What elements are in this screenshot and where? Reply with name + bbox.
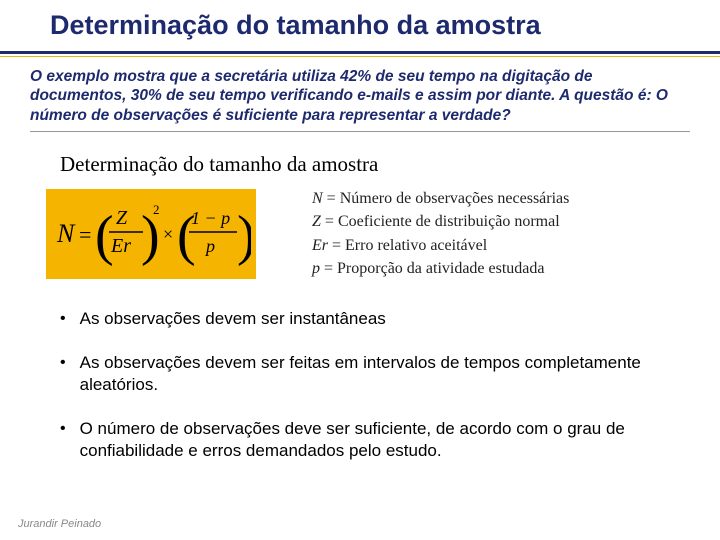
slide: Determinação do tamanho da amostra O exe…	[0, 0, 720, 540]
definition-row: N = Número de observações necessárias	[312, 187, 569, 210]
bullet-text: As observações devem ser instantâneas	[80, 308, 386, 330]
definition-var: N	[312, 190, 323, 207]
formula-exponent: 2	[153, 202, 160, 217]
intro-wrap: O exemplo mostra que a secretária utiliz…	[0, 57, 720, 138]
definitions-list: N = Número de observações necessárias Z …	[312, 187, 569, 280]
definition-row: p = Proporção da atividade estudada	[312, 257, 569, 280]
formula-svg: N = ( ) Z Er 2 × ( ) 1 − p p	[51, 194, 251, 274]
title-wrap: Determinação do tamanho da amostra	[0, 0, 720, 45]
formula-equals: =	[79, 222, 91, 247]
footer-author: Jurandir Peinado	[18, 518, 101, 530]
bullet-icon: •	[60, 308, 66, 330]
definition-row: Er = Erro relativo aceitável	[312, 234, 569, 257]
definition-row: Z = Coeficiente de distribuição normal	[312, 210, 569, 233]
subheading: Determinação do tamanho da amostra	[60, 152, 720, 177]
list-item: • As observações devem ser feitas em int…	[60, 352, 670, 396]
subheading-wrap: Determinação do tamanho da amostra	[0, 138, 720, 187]
definition-var: Z	[312, 213, 321, 230]
bullet-text: O número de observações deve ser suficie…	[80, 418, 670, 462]
formula-box: N = ( ) Z Er 2 × ( ) 1 − p p	[46, 189, 256, 279]
formula-term2-den: p	[204, 236, 215, 256]
formula-term1-den: Er	[110, 235, 131, 257]
paren-right-2-icon: )	[237, 205, 251, 267]
page-title: Determinação do tamanho da amostra	[50, 10, 680, 41]
bullet-icon: •	[60, 418, 66, 462]
bullet-icon: •	[60, 352, 66, 396]
formula-term2-num: 1 − p	[191, 208, 230, 228]
definition-text: Número de observações necessárias	[340, 190, 570, 207]
formula-row: N = ( ) Z Er 2 × ( ) 1 − p p N =	[0, 187, 720, 280]
bullet-text: As observações devem ser feitas em inter…	[80, 352, 670, 396]
formula-term1-num: Z	[116, 207, 128, 229]
formula-op: ×	[163, 224, 173, 244]
list-item: • O número de observações deve ser sufic…	[60, 418, 670, 462]
list-item: • As observações devem ser instantâneas	[60, 308, 670, 330]
definition-var: Er	[312, 237, 328, 254]
bullet-list: • As observações devem ser instantâneas …	[0, 280, 720, 462]
definition-text: Proporção da atividade estudada	[337, 260, 544, 277]
intro-underline	[30, 131, 690, 132]
intro-text: O exemplo mostra que a secretária utiliz…	[30, 67, 690, 125]
formula-lhs: N	[56, 219, 76, 248]
definition-var: p	[312, 260, 320, 277]
definition-text: Erro relativo aceitável	[345, 237, 487, 254]
definition-text: Coeficiente de distribuição normal	[338, 213, 560, 230]
